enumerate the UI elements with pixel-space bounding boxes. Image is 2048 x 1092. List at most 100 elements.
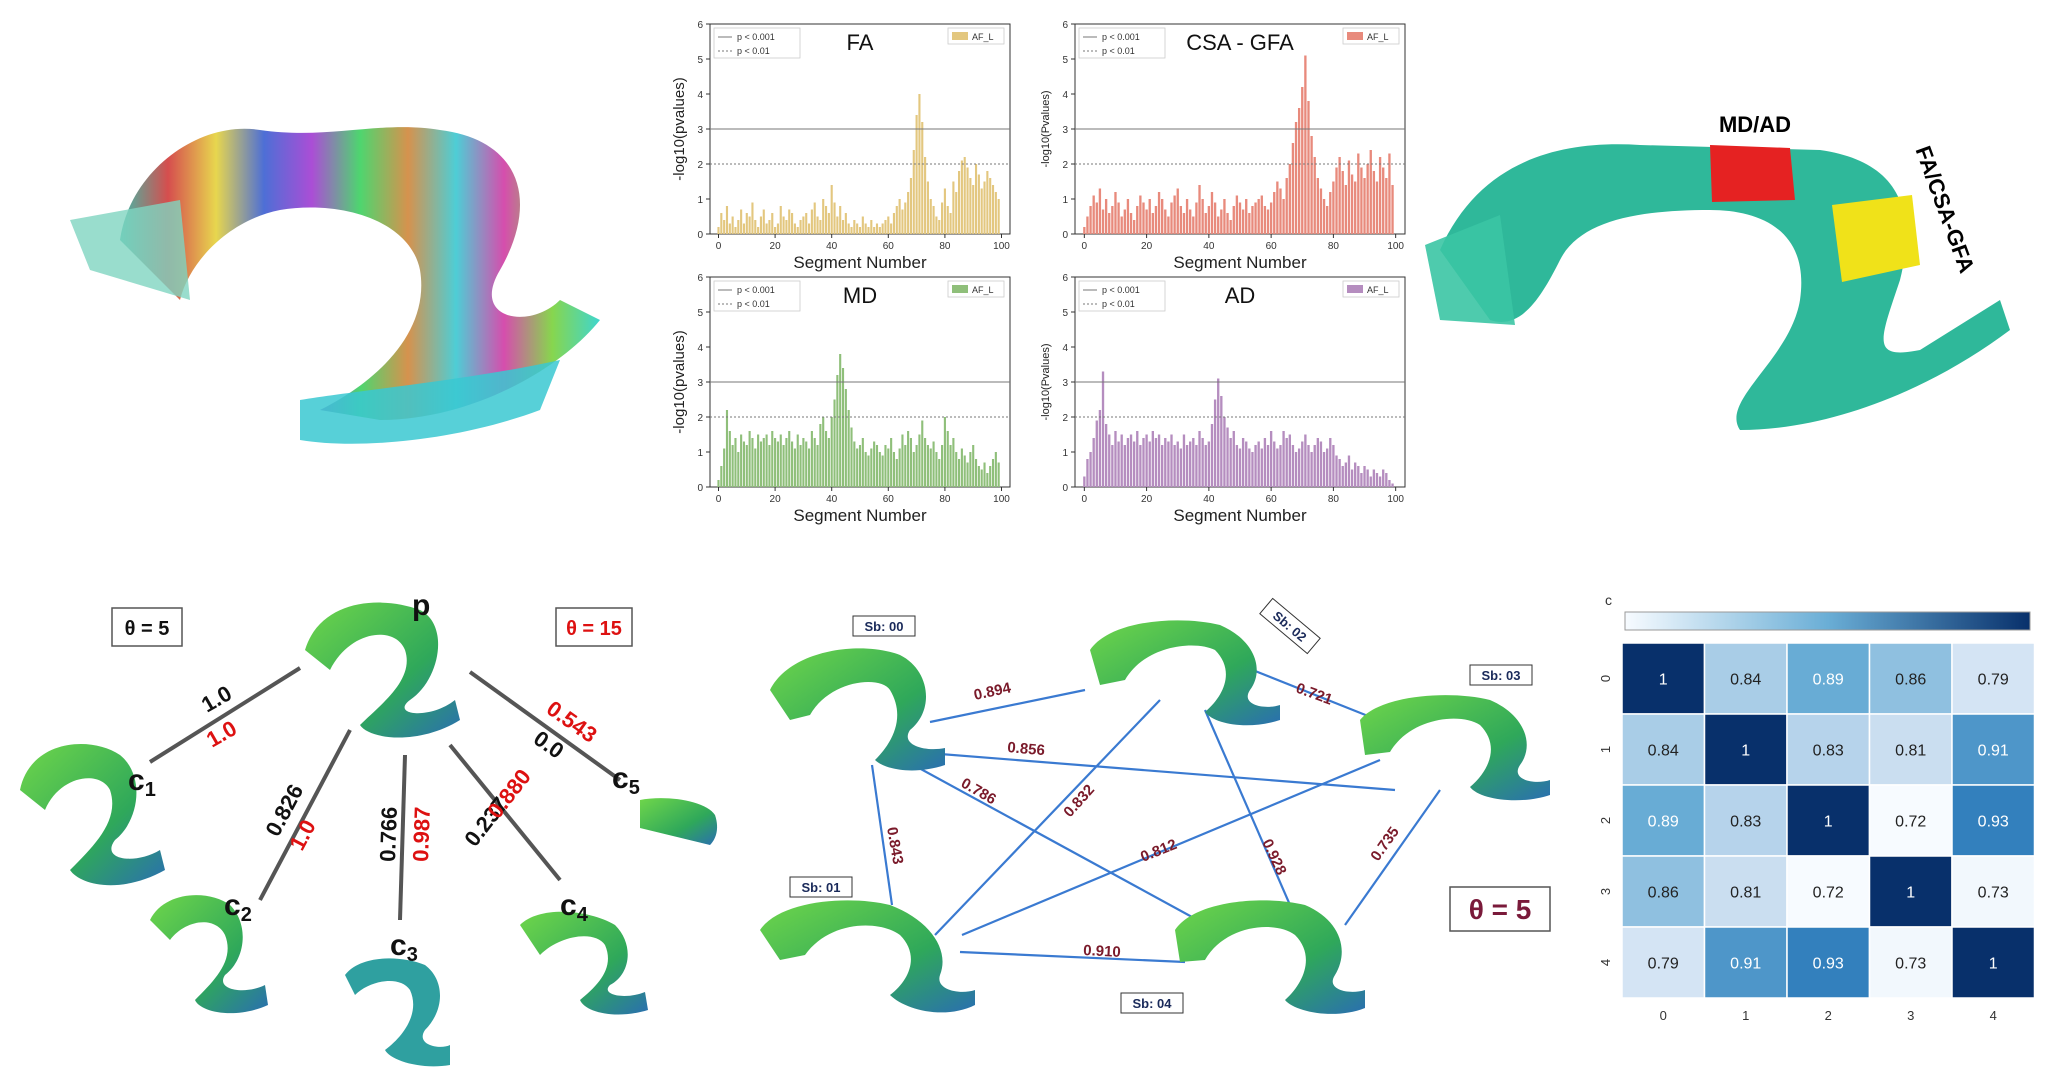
plot-bar <box>983 181 986 234</box>
plot-bar <box>728 223 731 234</box>
graph-theta-box <box>1449 886 1551 932</box>
plot-bar <box>776 441 779 487</box>
plot-bar <box>1161 445 1164 487</box>
plot-bar <box>1354 181 1357 234</box>
plot-bar <box>963 157 966 234</box>
y-tick-label: 3 <box>1062 125 1068 136</box>
plot-bar <box>1282 431 1285 487</box>
plot-bar <box>974 164 978 234</box>
heatmap-cell-value: 0.72 <box>1895 814 1926 831</box>
plot-bar <box>974 459 978 487</box>
plot-bar <box>892 452 896 487</box>
edge-weight-01-04: 0.910 <box>1083 942 1121 961</box>
plot-bar <box>1179 206 1183 234</box>
plot-bar <box>830 417 833 487</box>
heatmap-cell <box>1951 926 2036 999</box>
plot-bar <box>1288 164 1291 234</box>
y-tick-label: 6 <box>697 273 703 284</box>
plot-bar <box>836 375 839 487</box>
plot-bar <box>952 438 955 487</box>
plot-bar <box>1201 438 1204 487</box>
similarity-heatmap: c 1 0.84 0.89 0.86 0.79 0.84 1 0.83 0.81 0.91 0.89… <box>1598 592 2036 1023</box>
heatmap-cell-value: 0.83 <box>1813 743 1844 760</box>
tree-edge-c1 <box>148 666 302 764</box>
plot-bar <box>901 209 904 234</box>
plot-bar <box>1235 195 1239 234</box>
plot-bar <box>1372 171 1376 234</box>
x-tick-label: 100 <box>1387 241 1404 252</box>
plot-bar <box>957 171 961 234</box>
node-box-03 <box>1469 664 1533 686</box>
plot-bar <box>799 220 802 234</box>
x-tick-label: 40 <box>826 241 838 252</box>
x-tick-label: 40 <box>1203 494 1215 505</box>
x-tick-label: 0 <box>716 494 722 505</box>
plot-bar <box>1254 202 1257 234</box>
y-tick-label: 4 <box>1062 90 1068 101</box>
theta-right-box <box>555 607 633 647</box>
plot-bar <box>748 216 751 234</box>
plot-bar <box>1341 466 1344 487</box>
plot-bar <box>1226 213 1229 234</box>
plot-bar <box>1104 199 1108 234</box>
plot-bar <box>1329 438 1332 487</box>
plot-bar <box>924 438 927 487</box>
plot-bar <box>1114 431 1117 487</box>
heatmap-cell <box>1786 713 1871 786</box>
plot-bar <box>1360 473 1363 487</box>
plot-bar <box>955 192 958 234</box>
plot-bar <box>960 448 963 487</box>
graph-theta-label: θ = 5 <box>1469 894 1532 925</box>
plot-bar <box>1329 192 1332 234</box>
plot-bar <box>991 185 995 234</box>
plot-bar <box>1182 213 1186 234</box>
plot-bar <box>986 171 989 234</box>
plot-bar <box>841 368 845 487</box>
node-box-04 <box>1120 992 1184 1014</box>
plot-bar <box>1260 448 1263 487</box>
plot-bar <box>737 220 740 234</box>
x-tick-label: 100 <box>993 241 1010 252</box>
plot-bar <box>1344 462 1348 487</box>
plot-bar <box>1148 441 1151 487</box>
plot-bar <box>884 220 887 234</box>
plot-bar <box>904 202 907 234</box>
heatmap-x-tick: 1 <box>1742 1008 1749 1023</box>
heatmap-cell <box>1951 855 2036 928</box>
plot-bar <box>1232 431 1235 487</box>
plot-bar <box>1129 434 1133 487</box>
plot-bar <box>1388 480 1391 487</box>
fa-csa-gfa-label: FA/CSA-GFA <box>1911 143 1980 277</box>
y-tick-label: 0 <box>1062 483 1068 494</box>
plot-bar <box>734 227 737 234</box>
plot-bar <box>1297 448 1301 487</box>
plot-bar <box>873 227 876 234</box>
plot-bar <box>864 223 867 234</box>
plot-bar <box>1378 157 1382 234</box>
subject-tract-01 <box>760 900 975 1013</box>
plot-bar <box>972 185 975 234</box>
node-box-02 <box>1259 597 1321 655</box>
x-tick-label: 60 <box>1266 494 1278 505</box>
plot-bar <box>1385 178 1388 234</box>
x-tick-label: 100 <box>1387 494 1404 505</box>
subject-graph: Sb: 00 Sb: 01 Sb: 02 Sb: 03 Sb: 04 0.894… <box>760 597 1551 1014</box>
plot-bar <box>1363 466 1366 487</box>
plot-bar <box>813 438 816 487</box>
heatmap-cell <box>1621 642 1706 715</box>
plot-bar <box>921 122 924 234</box>
plot-bar <box>1179 448 1183 487</box>
edge-c3-red: 0.987 <box>408 806 435 862</box>
plot-bar <box>731 445 734 487</box>
plot-bar <box>1310 136 1313 234</box>
plot-bar <box>1338 459 1341 487</box>
legend-text-p001: p < 0.001 <box>737 32 775 42</box>
plot-bar <box>1263 206 1267 234</box>
child-label-c3: c3 <box>390 929 418 966</box>
plot-bar <box>1382 167 1385 234</box>
graph-edge-00-03 <box>914 750 1396 792</box>
plot-bar <box>839 206 842 234</box>
plot-bar <box>881 455 884 487</box>
